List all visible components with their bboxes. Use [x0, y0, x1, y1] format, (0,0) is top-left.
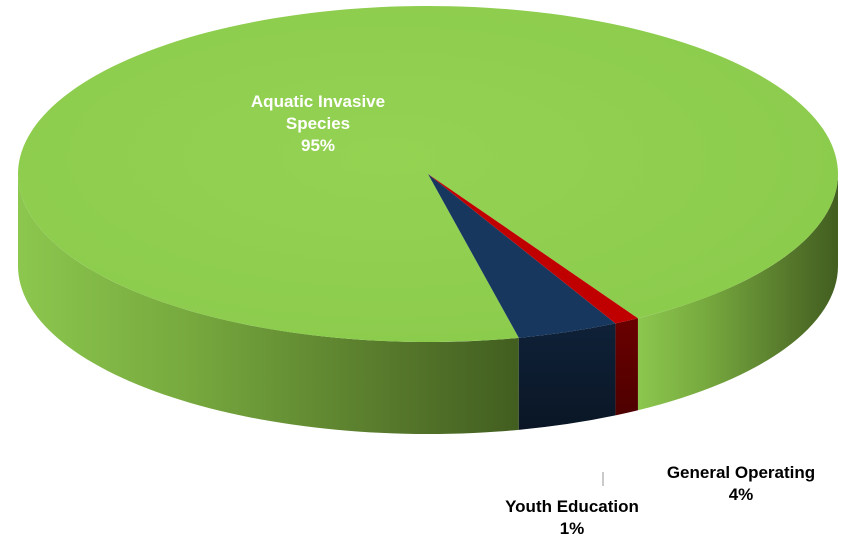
pie-top-faces [18, 5, 839, 342]
slice-percent-label: 1% [560, 519, 585, 538]
slice-label-general-operating: General Operating 4% [667, 463, 815, 504]
pie-side-aquatic-invasive-species [637, 174, 838, 411]
slice-name-label: Aquatic Invasive [251, 92, 385, 111]
slice-label-aquatic-invasive-species: Aquatic Invasive Species 95% [251, 92, 385, 155]
pie-side-aquatic-invasive-species [18, 174, 519, 435]
pie-slice-youth-education [428, 174, 638, 324]
slice-name-label: Youth Education [505, 497, 639, 516]
pie-sides [18, 174, 838, 435]
slice-percent-label: 4% [729, 485, 754, 504]
pie-side-general-operating [518, 323, 616, 430]
pie-slice-general-operating [428, 174, 616, 338]
slice-labels: Aquatic Invasive Species 95% General Operat… [251, 92, 815, 538]
slice-percent-label: 95% [301, 136, 335, 155]
pie-side-youth-education [615, 318, 638, 416]
slice-name-label: General Operating [667, 463, 815, 482]
slice-label-youth-education: Youth Education 1% [505, 497, 639, 538]
slice-name-label: Species [286, 114, 350, 133]
pie-slice-aquatic-invasive-species [18, 5, 839, 342]
